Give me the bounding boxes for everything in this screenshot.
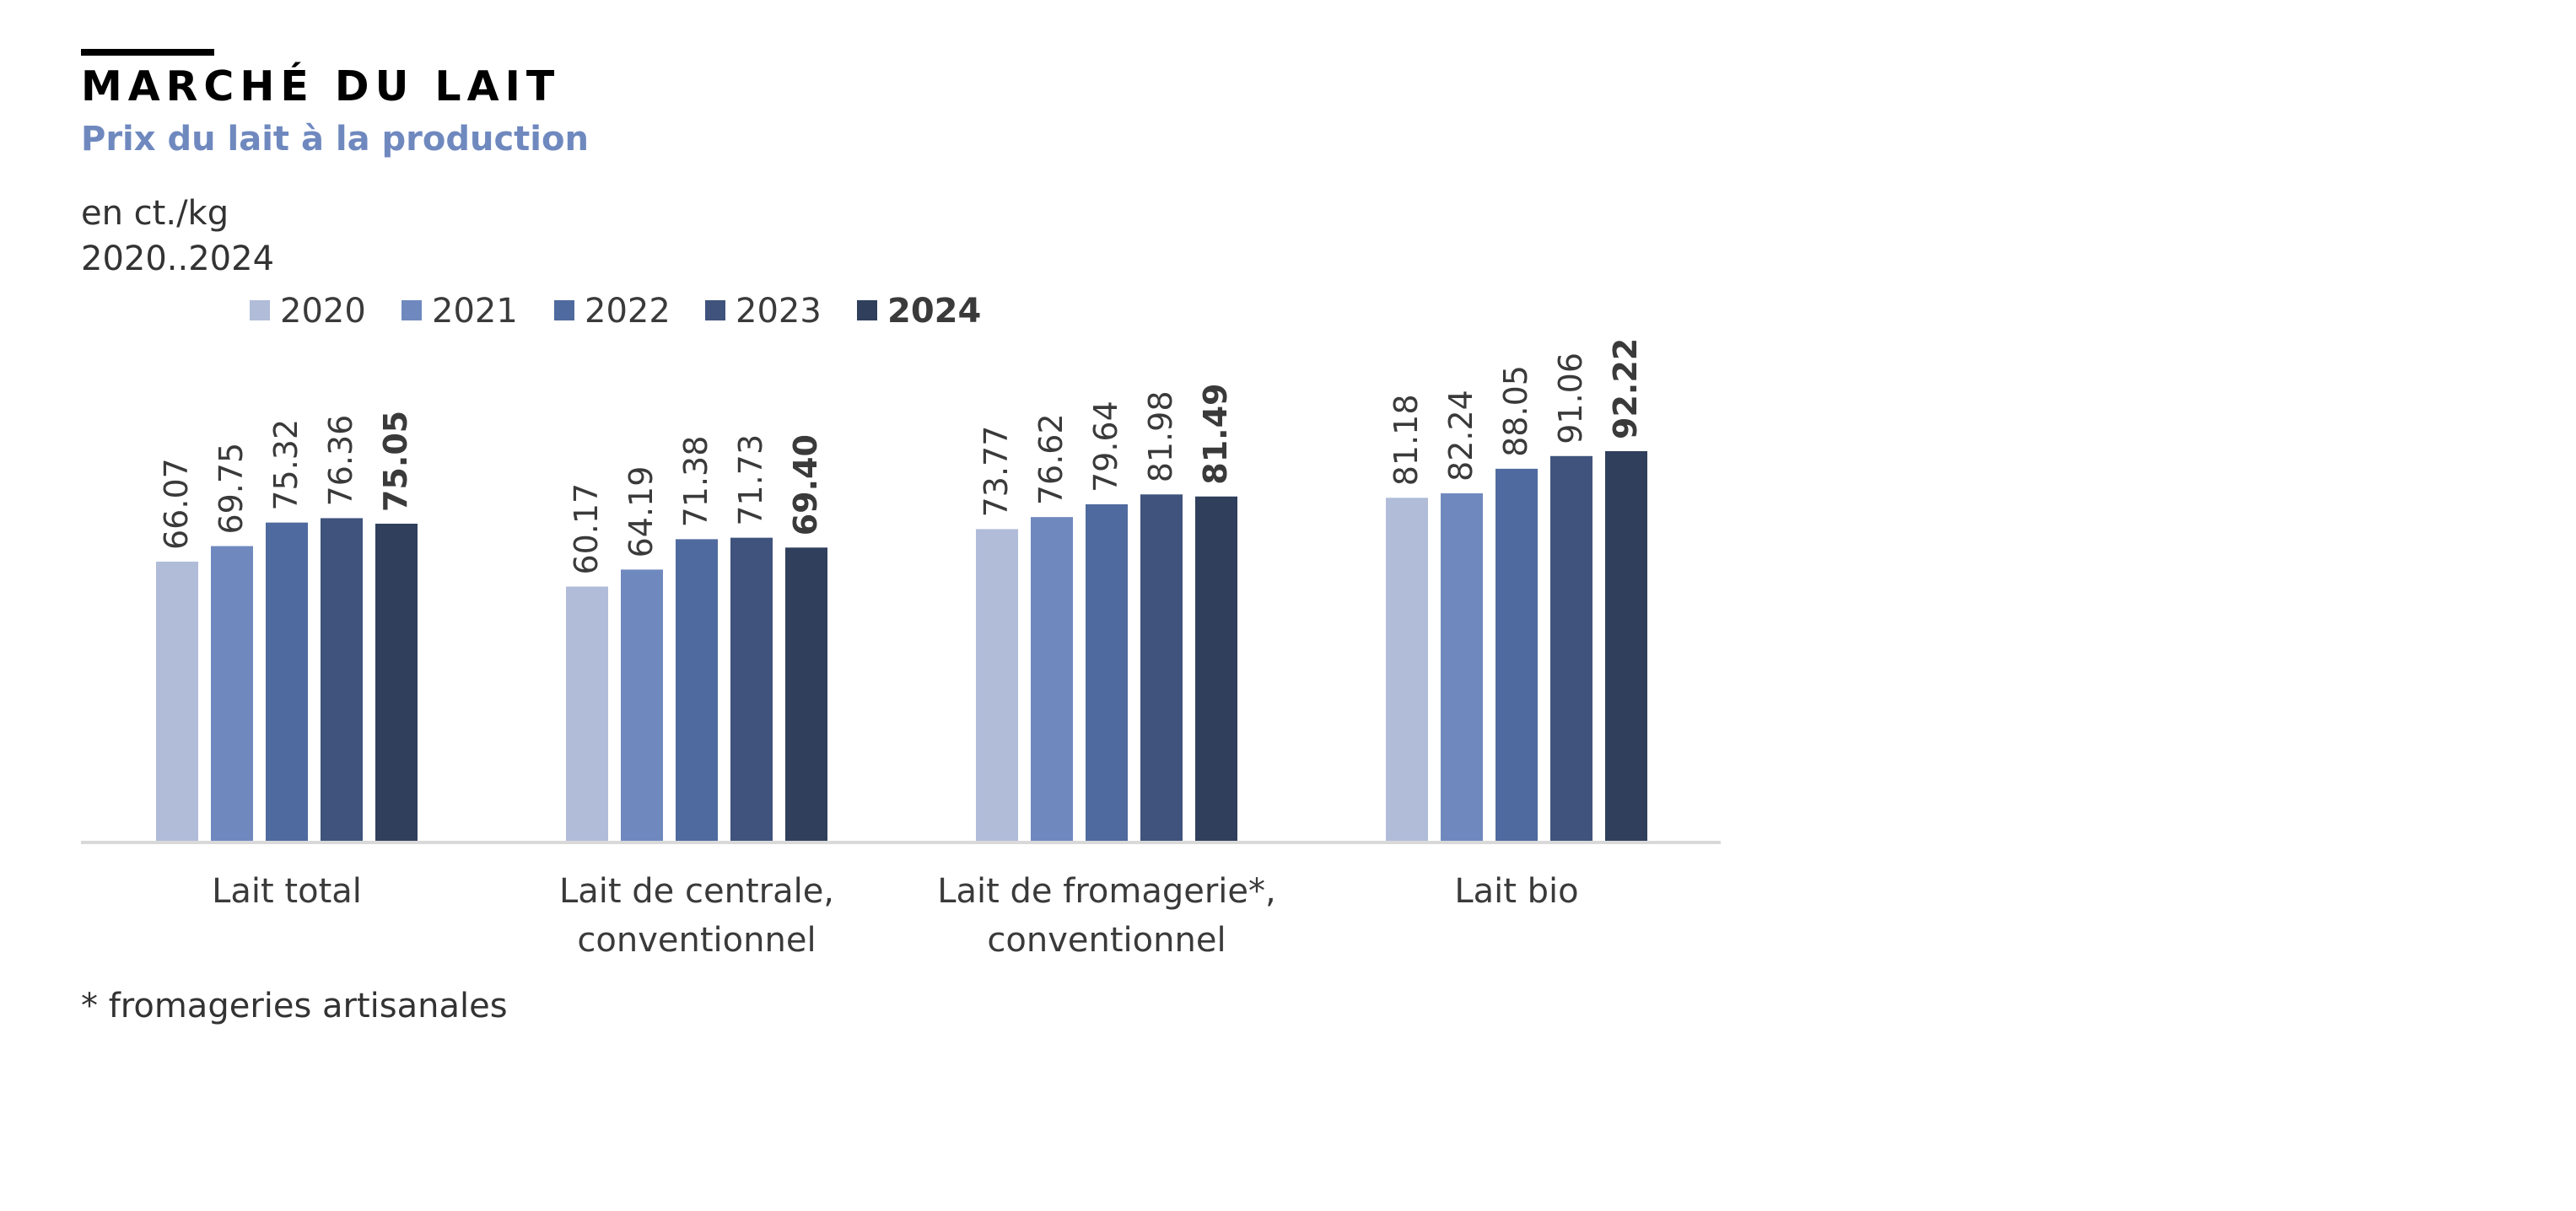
bar-2020-4	[1386, 498, 1428, 841]
bar-2023-2	[730, 537, 773, 841]
bar-2024-1	[375, 523, 418, 841]
bar-2020-2	[566, 586, 608, 841]
category-label-2-line-2: conventionnel	[577, 921, 816, 960]
legend-swatch-2020	[250, 300, 270, 320]
value-label-2021-3: 76.62	[1032, 413, 1070, 505]
bar-2020-1	[156, 561, 198, 841]
value-label-2024-3: 81.49	[1197, 384, 1234, 485]
value-label-2023-1: 76.36	[322, 415, 359, 507]
value-label-2020-4: 81.18	[1388, 394, 1425, 486]
chart-value-labels: 66.07 60.17 73.77 81.18 69.75 64.19 76.62 82.24…	[158, 338, 1644, 575]
bar-2022-4	[1495, 468, 1538, 841]
legend-swatch-2021	[401, 300, 422, 320]
bar-2022-2	[676, 539, 718, 841]
value-label-2024-1: 75.05	[377, 411, 414, 512]
category-label-4-line-1: Lait bio	[1454, 872, 1578, 911]
value-label-2023-2: 71.73	[732, 434, 769, 526]
value-label-2020-2: 60.17	[568, 483, 605, 575]
legend-label-2021: 2021	[432, 292, 518, 331]
bar-2024-4	[1605, 450, 1647, 841]
legend-swatch-2023	[705, 300, 725, 320]
value-label-2021-2: 64.19	[622, 466, 660, 558]
value-label-2022-4: 88.05	[1497, 365, 1534, 457]
chart-category-labels: Lait total Lait de centrale, conventionnel…	[212, 872, 1579, 960]
bar-2022-3	[1086, 504, 1128, 841]
bar-2023-3	[1140, 494, 1183, 841]
legend-label-2024: 2024	[887, 292, 981, 331]
chart-bars	[156, 450, 1647, 841]
chart-legend: 2020 2021 2022 2023 2024	[250, 292, 981, 331]
value-label-2021-4: 82.24	[1442, 390, 1479, 482]
legend-label-2023: 2023	[736, 292, 822, 331]
category-label-3-line-1: Lait de fromagerie*,	[937, 872, 1276, 911]
bar-2023-1	[321, 518, 363, 841]
title-rule	[81, 49, 214, 56]
footnote: * fromageries artisanales	[81, 987, 508, 1025]
chart-subtitle: Prix du lait à la production	[81, 120, 589, 159]
legend-label-2020: 2020	[280, 292, 366, 331]
value-label-2024-2: 69.40	[787, 434, 824, 536]
value-label-2022-1: 75.32	[267, 419, 304, 511]
bar-2020-3	[976, 529, 1018, 841]
bar-2023-4	[1550, 455, 1592, 841]
unit-label: en ct./kg	[81, 194, 229, 233]
bar-2021-3	[1031, 517, 1073, 841]
category-label-1-line-1: Lait total	[212, 872, 362, 911]
bar-2022-1	[266, 522, 308, 841]
legend-label-2022: 2022	[585, 292, 671, 331]
bar-2024-2	[785, 547, 827, 841]
value-label-2020-1: 66.07	[158, 458, 195, 550]
value-label-2023-3: 81.98	[1142, 390, 1179, 482]
bar-2024-3	[1195, 496, 1237, 841]
value-label-2023-4: 91.06	[1552, 353, 1589, 444]
bar-2021-1	[211, 546, 253, 841]
legend-swatch-2022	[554, 300, 574, 320]
value-label-2022-3: 79.64	[1087, 401, 1124, 492]
category-label-3-line-2: conventionnel	[987, 921, 1226, 960]
page-title: MARCHÉ DU LAIT	[81, 62, 561, 110]
bar-2021-4	[1441, 492, 1483, 841]
value-label-2020-3: 73.77	[978, 426, 1015, 518]
value-label-2021-1: 69.75	[213, 443, 250, 535]
value-label-2022-2: 71.38	[677, 436, 714, 528]
legend-swatch-2024	[857, 300, 877, 320]
bar-2021-2	[621, 569, 663, 841]
period-label: 2020..2024	[81, 240, 275, 278]
value-label-2024-4: 92.22	[1607, 338, 1644, 439]
category-label-2-line-1: Lait de centrale,	[559, 872, 834, 911]
